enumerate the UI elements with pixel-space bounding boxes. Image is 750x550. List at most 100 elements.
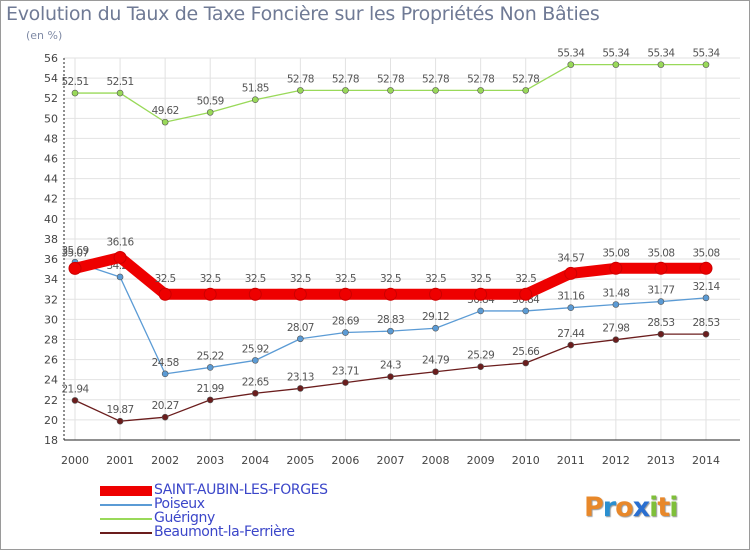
x-tick-label: 2007: [377, 454, 405, 467]
x-tick-label: 2003: [196, 454, 224, 467]
data-point-guerigny: [657, 61, 665, 68]
legend-swatch-saint-aubin: [100, 486, 152, 496]
data-label-guerigny: 51.85: [242, 83, 269, 95]
data-point-guerigny: [477, 87, 484, 94]
data-point-guerigny: [116, 89, 124, 97]
data-label-beaumont-la-ferriere: 21.99: [197, 383, 224, 395]
legend-label-guerigny: Guérigny: [154, 510, 215, 526]
data-label-poiseux: 31.16: [557, 291, 585, 303]
y-tick-label: 18: [44, 434, 58, 447]
data-point-poiseux: [206, 364, 214, 371]
data-point-saint-aubin-les-forges: [519, 287, 533, 301]
data-point-saint-aubin-les-forges: [654, 261, 668, 275]
data-label-poiseux: 25.92: [242, 343, 269, 355]
data-point-beaumont-la-ferriere: [161, 413, 169, 421]
legend-swatch-poiseux: [100, 504, 152, 506]
data-label-beaumont-la-ferriere: 22.65: [242, 376, 269, 388]
y-tick-label: 54: [44, 72, 58, 85]
data-point-poiseux: [342, 329, 349, 336]
y-tick-label: 34: [44, 273, 58, 286]
data-label-guerigny: 52.78: [332, 73, 359, 85]
data-label-poiseux: 29.12: [422, 311, 449, 323]
data-point-guerigny: [522, 87, 530, 94]
legend-label-poiseux: Poiseux: [154, 496, 205, 512]
data-point-guerigny: [161, 118, 169, 126]
data-label-guerigny: 52.51: [61, 76, 88, 88]
legend-swatch-beaumont: [100, 532, 152, 534]
data-label-saint-aubin-les-forges: 32.5: [290, 273, 311, 285]
chart-title: Evolution du Taux de Taxe Foncière sur l…: [6, 3, 600, 25]
data-label-beaumont-la-ferriere: 20.27: [152, 400, 179, 412]
data-point-beaumont-la-ferriere: [522, 359, 530, 367]
data-point-guerigny: [342, 87, 349, 94]
data-point-poiseux: [657, 298, 665, 305]
data-label-guerigny: 52.78: [422, 73, 449, 85]
data-label-poiseux: 24.58: [152, 357, 179, 369]
x-tick-label: 2008: [422, 454, 450, 467]
data-label-saint-aubin-les-forges: 36.16: [107, 236, 135, 248]
data-point-beaumont-la-ferriere: [477, 363, 484, 371]
data-label-poiseux: 25.22: [197, 350, 224, 362]
data-point-poiseux: [161, 370, 169, 378]
data-label-beaumont-la-ferriere: 23.13: [287, 371, 314, 383]
data-label-guerigny: 52.78: [512, 73, 539, 85]
y-tick-label: 52: [44, 92, 58, 105]
data-label-poiseux: 31.77: [647, 285, 674, 297]
data-point-saint-aubin-les-forges: [609, 261, 623, 275]
data-point-saint-aubin-les-forges: [158, 287, 172, 301]
data-label-saint-aubin-les-forges: 32.5: [470, 273, 491, 285]
y-unit-label: (en %): [26, 29, 63, 42]
data-point-beaumont-la-ferriere: [657, 330, 665, 338]
data-label-saint-aubin-les-forges: 32.5: [425, 273, 446, 285]
data-point-beaumont-la-ferriere: [206, 396, 214, 404]
y-tick-label: 28: [44, 333, 58, 346]
data-label-guerigny: 55.34: [692, 48, 720, 60]
data-label-guerigny: 55.34: [647, 48, 675, 60]
data-point-beaumont-la-ferriere: [297, 385, 304, 392]
data-point-beaumont-la-ferriere: [387, 373, 394, 380]
data-point-saint-aubin-les-forges: [384, 287, 397, 301]
data-point-saint-aubin-les-forges: [564, 266, 578, 280]
logo-letter: i: [649, 492, 658, 523]
proxiti-logo: Proxiti: [584, 492, 679, 523]
x-tick-label: 2004: [241, 454, 269, 467]
legend-label-beaumont: Beaumont-la-Ferrière: [154, 524, 295, 540]
data-label-poiseux: 28.83: [377, 314, 404, 326]
data-point-guerigny: [432, 87, 439, 94]
x-tick-label: 2010: [512, 454, 540, 467]
data-point-guerigny: [702, 61, 710, 68]
data-point-guerigny: [567, 61, 575, 68]
data-label-poiseux: 28.69: [332, 316, 359, 328]
data-point-saint-aubin-les-forges: [293, 287, 307, 301]
data-point-saint-aubin-les-forges: [68, 261, 82, 275]
data-point-saint-aubin-les-forges: [203, 287, 217, 301]
data-point-saint-aubin-les-forges: [474, 287, 488, 301]
data-point-poiseux: [702, 294, 710, 302]
data-point-saint-aubin-les-forges: [113, 250, 127, 264]
data-point-beaumont-la-ferriere: [432, 368, 439, 376]
x-tick-label: 2012: [602, 454, 630, 467]
logo-letter: t: [657, 492, 670, 523]
data-point-poiseux: [387, 327, 394, 335]
data-point-poiseux: [116, 273, 124, 281]
data-point-beaumont-la-ferriere: [71, 397, 79, 404]
data-point-guerigny: [387, 87, 394, 94]
data-label-guerigny: 55.34: [602, 48, 630, 60]
y-tick-label: 40: [44, 213, 58, 226]
data-point-guerigny: [71, 89, 79, 97]
y-tick-label: 20: [44, 414, 58, 427]
data-point-saint-aubin-les-forges: [429, 287, 443, 301]
data-label-beaumont-la-ferriere: 23.71: [332, 366, 359, 378]
plot-area: [64, 58, 740, 440]
legend-label-saint-aubin: SAINT-AUBIN-LES-FORGES: [154, 482, 328, 498]
data-label-saint-aubin-les-forges: 35.07: [61, 247, 88, 259]
data-point-beaumont-la-ferriere: [702, 330, 710, 338]
data-point-beaumont-la-ferriere: [612, 336, 620, 343]
x-tick-label: 2005: [286, 454, 314, 467]
data-point-poiseux: [567, 304, 575, 312]
data-label-guerigny: 52.78: [467, 73, 494, 85]
data-label-guerigny: 52.51: [107, 76, 134, 88]
y-tick-label: 26: [44, 354, 58, 367]
data-label-poiseux: 32.14: [692, 281, 720, 293]
